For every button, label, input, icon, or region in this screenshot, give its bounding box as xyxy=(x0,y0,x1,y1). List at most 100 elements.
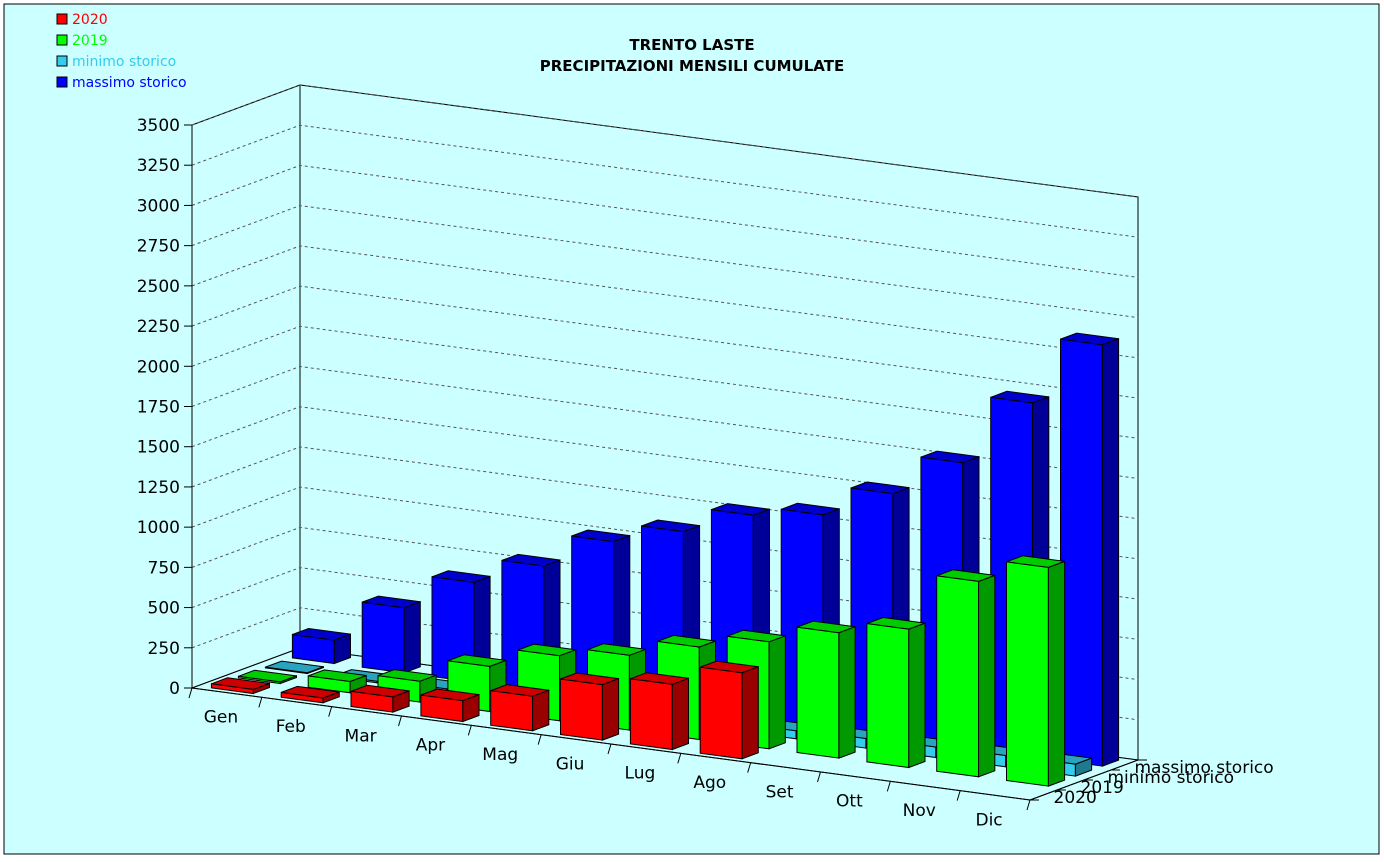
y-tick-label: 1750 xyxy=(137,398,180,418)
bar xyxy=(796,620,856,759)
x-tick-label: Gen xyxy=(204,708,238,728)
x-tick xyxy=(956,790,961,801)
bar xyxy=(350,684,410,713)
bar-top xyxy=(920,450,980,464)
y-tick-labels: 0 250 500 750 1000 1250 1500 1750 2000 2250 2500 27… xyxy=(137,116,180,699)
gridline xyxy=(191,205,1139,319)
bar-top xyxy=(781,502,840,516)
x-tick-label: Set xyxy=(766,782,794,802)
bar-front xyxy=(490,690,534,732)
bar xyxy=(420,688,480,723)
bar-top xyxy=(308,669,367,683)
gridline xyxy=(191,365,1139,479)
bar xyxy=(1006,555,1066,787)
y-tick-label: 500 xyxy=(148,599,180,619)
bar-front xyxy=(1006,561,1049,787)
legend-item: minimo storico xyxy=(56,54,176,70)
bar-front xyxy=(629,678,673,751)
chart-subtitle: PRECIPITAZIONI MENSILI CUMULATE xyxy=(540,57,844,75)
x-tick-label: Mag xyxy=(482,745,518,765)
bar-top xyxy=(571,529,630,543)
x-tick xyxy=(258,697,263,708)
bar xyxy=(629,672,689,751)
x-tick-label: Lug xyxy=(625,764,656,784)
bar-top xyxy=(711,503,770,516)
depth-label: 2020 xyxy=(1054,788,1097,808)
bar-side xyxy=(403,600,421,674)
x-tick-label: Nov xyxy=(903,801,936,821)
legend-item: 2019 xyxy=(56,33,108,49)
bar-front xyxy=(560,678,603,741)
y-tick-label: 750 xyxy=(148,558,180,578)
depth-label: massimo storico xyxy=(1135,758,1274,778)
side-wall xyxy=(191,84,301,689)
gridline xyxy=(191,84,1139,198)
bar xyxy=(490,684,550,732)
bar-top xyxy=(641,519,700,533)
bar-front xyxy=(361,601,405,674)
x-tick xyxy=(1026,799,1031,811)
bar xyxy=(1060,332,1120,767)
bar-top xyxy=(587,643,646,656)
bar xyxy=(361,595,421,674)
x-tick-label: Feb xyxy=(276,717,306,737)
bar-top xyxy=(1006,555,1065,568)
bar xyxy=(237,669,297,685)
y-tick-label: 250 xyxy=(148,639,180,659)
bar-top xyxy=(657,634,716,648)
y-tick-label: 3000 xyxy=(137,196,180,216)
bar-front xyxy=(1060,338,1103,767)
bar-side xyxy=(532,689,550,732)
x-tick-label: Ago xyxy=(693,773,726,793)
bar-top xyxy=(238,669,297,683)
chart-axes xyxy=(184,124,1147,811)
legend-label: 2020 xyxy=(72,12,108,28)
bar xyxy=(280,685,340,704)
bar-top xyxy=(1060,332,1119,346)
bar-top xyxy=(630,672,689,685)
x-tick-label: Giu xyxy=(556,754,585,774)
bar-top xyxy=(211,677,270,690)
bar-top xyxy=(420,688,480,702)
bar xyxy=(264,660,324,675)
bar-top xyxy=(990,390,1049,404)
bar-top xyxy=(431,570,491,583)
x-tick xyxy=(747,762,752,773)
bar-top xyxy=(265,660,324,674)
bar-side xyxy=(601,677,620,741)
bar-top xyxy=(292,627,351,641)
gridline xyxy=(191,124,1139,238)
legend-swatch xyxy=(56,55,68,67)
bar-top xyxy=(377,669,437,682)
legend-label: minimo storico xyxy=(72,54,176,70)
x-tick-labels: Gen Feb Mar Apr Mag Giu Lug Ago Set Ott Nov Dic xyxy=(204,708,1003,831)
bar-top xyxy=(350,684,410,698)
x-tick-label: Apr xyxy=(416,736,445,756)
bar-side xyxy=(1047,560,1066,787)
y-tick-label: 0 xyxy=(169,679,180,699)
legend-label: 2019 xyxy=(72,33,108,49)
x-tick-label: Mar xyxy=(345,726,377,746)
y-tick-label: 3500 xyxy=(137,116,180,136)
bar-top xyxy=(700,660,759,674)
bar xyxy=(936,569,996,778)
y-tick-label: 2250 xyxy=(137,317,180,337)
bar xyxy=(699,660,759,760)
x-tick xyxy=(398,715,402,727)
y-tick-label: 2000 xyxy=(137,357,180,377)
legend-item: massimo storico xyxy=(56,75,187,91)
bar-side xyxy=(1101,337,1120,767)
bar-top xyxy=(727,629,786,643)
bar xyxy=(210,677,270,695)
y-tick-label: 2750 xyxy=(137,237,180,257)
legend-swatch xyxy=(56,76,68,88)
legend-label: massimo storico xyxy=(72,75,187,91)
bar-front xyxy=(866,622,910,769)
bar-front xyxy=(699,666,743,760)
x-tick-label: Dic xyxy=(975,810,1002,830)
x-tick xyxy=(467,725,472,736)
bar-top xyxy=(490,684,549,697)
y-tick-label: 1250 xyxy=(137,478,180,498)
bar-top xyxy=(936,569,995,582)
